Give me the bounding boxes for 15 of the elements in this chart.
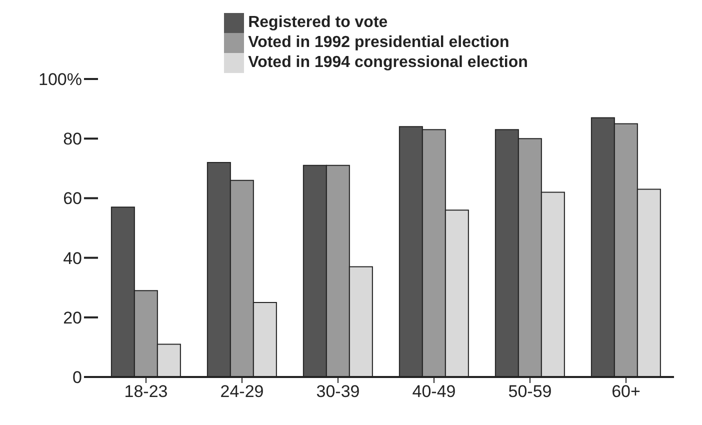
legend-label: Voted in 1994 congressional election (248, 54, 528, 72)
x-tick-label: 18-23 (124, 382, 168, 402)
x-tick-label: 40-49 (412, 382, 456, 402)
x-tick-label: 30-39 (316, 382, 360, 402)
y-tick-label: 80 (63, 130, 82, 149)
x-tick-label: 60+ (612, 382, 640, 402)
legend-label: Voted in 1992 presidential election (248, 34, 510, 52)
x-tick-label: 24-29 (220, 382, 264, 402)
legend-label: Registered to vote (248, 14, 388, 32)
y-tick-label: 0 (72, 368, 82, 388)
y-tick-label: 60 (63, 189, 82, 208)
x-tick-label: 50-59 (508, 382, 552, 402)
y-tick-label: 20 (63, 308, 82, 328)
y-tick-label: 100% (38, 70, 82, 90)
y-tick-label: 40 (63, 248, 82, 268)
